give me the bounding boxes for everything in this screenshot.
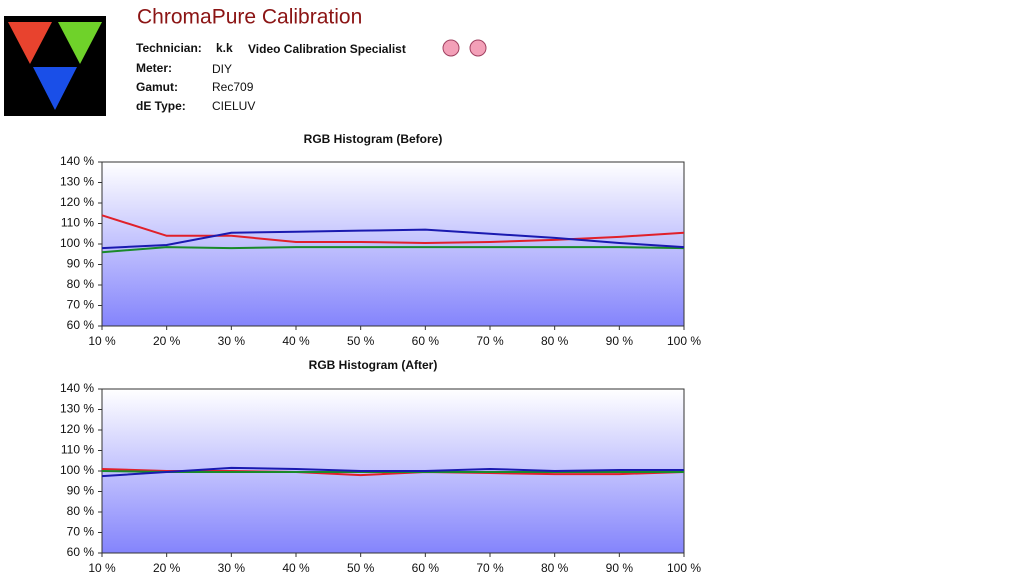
y-tick-label: 70 % [67,525,95,539]
x-tick-label: 20 % [153,561,181,575]
y-tick-label: 100 % [60,463,94,477]
y-tick-label: 120 % [60,195,94,209]
y-tick-label: 110 % [61,216,94,230]
series-line [101,228,685,250]
x-tick-label: 50 % [347,561,375,575]
field-extra: Video Calibration Specialist [248,42,406,56]
x-tick-label: 60 % [412,334,440,348]
x-tick-label: 90 % [606,561,634,575]
y-tick-label: 130 % [60,175,94,189]
field-value: k.k [216,41,233,55]
series-line [101,214,685,244]
x-tick-label: 10 % [88,561,116,575]
x-tick-label: 100 % [667,561,701,575]
x-tick-label: 10 % [88,334,116,348]
x-tick-label: 50 % [347,334,375,348]
report-title: ChromaPure Calibration [137,6,362,29]
x-tick-label: 90 % [606,334,634,348]
plot-area [101,161,685,327]
y-tick-label: 90 % [67,484,95,498]
y-tick-label: 60 % [67,318,95,332]
field-label: Meter: [136,61,172,75]
x-tick-label: 80 % [541,334,569,348]
y-tick-label: 120 % [60,422,94,436]
x-tick-label: 100 % [667,334,701,348]
x-tick-label: 40 % [282,561,310,575]
x-tick-label: 70 % [476,561,504,575]
x-tick-label: 60 % [412,561,440,575]
logo-green [58,22,102,64]
logo-red [8,22,52,64]
series-line [101,246,685,254]
field-label: Gamut: [136,80,178,94]
emoticon [442,39,460,57]
field-value: CIELUV [212,99,255,113]
x-tick-label: 80 % [541,561,569,575]
y-tick-label: 140 % [60,154,94,168]
series-line [101,470,684,474]
y-tick-label: 90 % [67,257,95,271]
series-line [101,467,685,477]
field-label: dE Type: [136,99,186,113]
field-value: Rec709 [212,80,254,94]
y-tick-label: 100 % [60,236,94,250]
field-value: DIY [212,62,232,76]
emoticon [469,39,487,57]
y-tick-label: 140 % [60,381,94,395]
x-tick-label: 20 % [153,334,181,348]
chart-title: RGB Histogram (Before) [304,132,443,146]
y-tick-label: 80 % [67,277,95,291]
chart-title: RGB Histogram (After) [309,358,438,372]
y-tick-label: 60 % [67,545,95,559]
x-tick-label: 70 % [476,334,504,348]
y-tick-label: 80 % [67,504,95,518]
series-line [101,466,684,478]
x-tick-label: 30 % [218,334,246,348]
x-tick-label: 40 % [282,334,310,348]
y-tick-label: 70 % [67,298,95,312]
y-tick-label: 130 % [60,402,94,416]
x-tick-label: 30 % [218,561,246,575]
field-label: Technician: [136,41,202,55]
logo-blue [33,67,77,110]
y-tick-label: 110 % [61,443,94,457]
